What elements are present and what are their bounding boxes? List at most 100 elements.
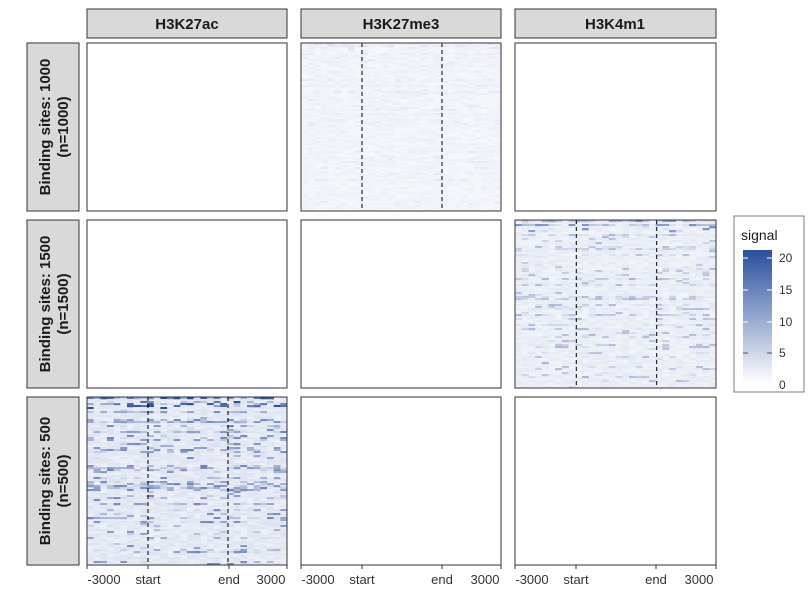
heatmap-cell: [107, 439, 114, 442]
heatmap-cell: [669, 268, 677, 271]
heatmap-cell: [367, 69, 375, 72]
heatmap-cell: [662, 366, 670, 369]
heatmap-cell: [127, 467, 134, 470]
heatmap-cell: [381, 81, 388, 84]
heatmap-cell: [314, 129, 322, 132]
heatmap-cell: [334, 187, 342, 190]
heatmap-cell: [548, 334, 556, 337]
heatmap-cell: [628, 238, 636, 241]
heatmap-cell: [622, 316, 630, 319]
heatmap-cell: [361, 101, 368, 104]
heatmap-cell: [414, 199, 422, 202]
heatmap-cell: [649, 296, 656, 299]
heatmap-cell: [467, 179, 475, 182]
heatmap-cell: [642, 234, 650, 237]
heatmap-cell: [100, 451, 108, 454]
heatmap-cell: [628, 298, 636, 301]
heatmap-cell: [568, 270, 576, 273]
heatmap-cell: [608, 308, 616, 311]
heatmap-cell: [655, 324, 663, 327]
heatmap-cell: [180, 399, 188, 402]
heatmap-cell: [494, 45, 502, 48]
heatmap-cell: [407, 125, 415, 128]
heatmap-cell: [147, 483, 154, 486]
heatmap-cell: [341, 205, 348, 208]
heatmap-cell: [301, 205, 308, 208]
heatmap-cell: [521, 368, 529, 371]
heatmap-cell: [374, 55, 382, 58]
heatmap-cell: [582, 346, 589, 349]
heatmap-cell: [622, 262, 630, 265]
heatmap-cell: [595, 320, 603, 323]
heatmap-cell: [301, 55, 308, 58]
heatmap-cell: [187, 479, 194, 482]
heatmap-cell: [347, 51, 355, 54]
heatmap-cell: [548, 300, 556, 303]
heatmap-cell: [180, 481, 188, 484]
heatmap-cell: [273, 431, 281, 434]
heatmap-cell: [321, 155, 328, 158]
heatmap-cell: [427, 185, 435, 188]
heatmap-cell: [381, 203, 388, 206]
heatmap-cell: [615, 300, 623, 303]
heatmap-cell: [561, 334, 569, 337]
heatmap-cell: [140, 489, 148, 492]
heatmap-cell: [367, 209, 375, 212]
heatmap-cell: [113, 475, 121, 478]
heatmap-cell: [628, 244, 636, 247]
heatmap-cell: [541, 380, 549, 383]
heatmap-cell: [301, 53, 308, 56]
heatmap-cell: [267, 411, 274, 414]
heatmap-cell: [602, 316, 610, 319]
heatmap-cell: [233, 447, 241, 450]
heatmap-cell: [467, 145, 475, 148]
heatmap-cell: [515, 334, 522, 337]
heatmap-cell: [461, 81, 468, 84]
heatmap-cell: [467, 111, 475, 114]
heatmap-cell: [561, 324, 569, 327]
heatmap-cell: [582, 384, 589, 387]
heatmap-cell: [273, 453, 281, 456]
heatmap-cell: [127, 415, 134, 418]
heatmap-cell: [321, 117, 328, 120]
heatmap-cell: [120, 443, 128, 446]
heatmap-cell: [354, 143, 362, 146]
heatmap-cell: [321, 99, 328, 102]
heatmap-cell: [327, 153, 335, 156]
heatmap-cell: [528, 380, 536, 383]
heatmap-cell: [87, 433, 94, 436]
heatmap-cell: [561, 226, 569, 229]
heatmap-cell: [334, 47, 342, 50]
heatmap-cell: [461, 189, 468, 192]
heatmap-cell: [421, 153, 428, 156]
heatmap-cell: [401, 109, 408, 112]
heatmap-cell: [200, 423, 208, 426]
heatmap-cell: [555, 272, 563, 275]
heatmap-cell: [387, 45, 395, 48]
heatmap-cell: [153, 413, 161, 416]
heatmap-cell: [474, 169, 482, 172]
heatmap-cell: [662, 224, 670, 227]
heatmap-cell: [387, 105, 395, 108]
heatmap-cell: [160, 435, 168, 438]
heatmap-cell: [555, 342, 563, 345]
heatmap-cell: [113, 493, 121, 496]
heatmap-cell: [454, 159, 462, 162]
heatmap-cell: [334, 165, 342, 168]
heatmap-cell: [280, 489, 288, 492]
heatmap-cell: [374, 143, 382, 146]
heatmap-cell: [407, 97, 415, 100]
heatmap-cell: [588, 360, 596, 363]
heatmap-cell: [207, 427, 214, 430]
heatmap-cell: [628, 306, 636, 309]
heatmap-cell: [548, 288, 556, 291]
heatmap-cell: [467, 61, 475, 64]
heatmap-cell: [515, 360, 522, 363]
heatmap-cell: [467, 63, 475, 66]
heatmap-cell: [494, 109, 502, 112]
heatmap-cell: [213, 467, 221, 470]
heatmap-cell: [474, 203, 482, 206]
heatmap-cell: [394, 57, 402, 60]
heatmap-cell: [107, 495, 114, 498]
heatmap-cell: [541, 316, 549, 319]
